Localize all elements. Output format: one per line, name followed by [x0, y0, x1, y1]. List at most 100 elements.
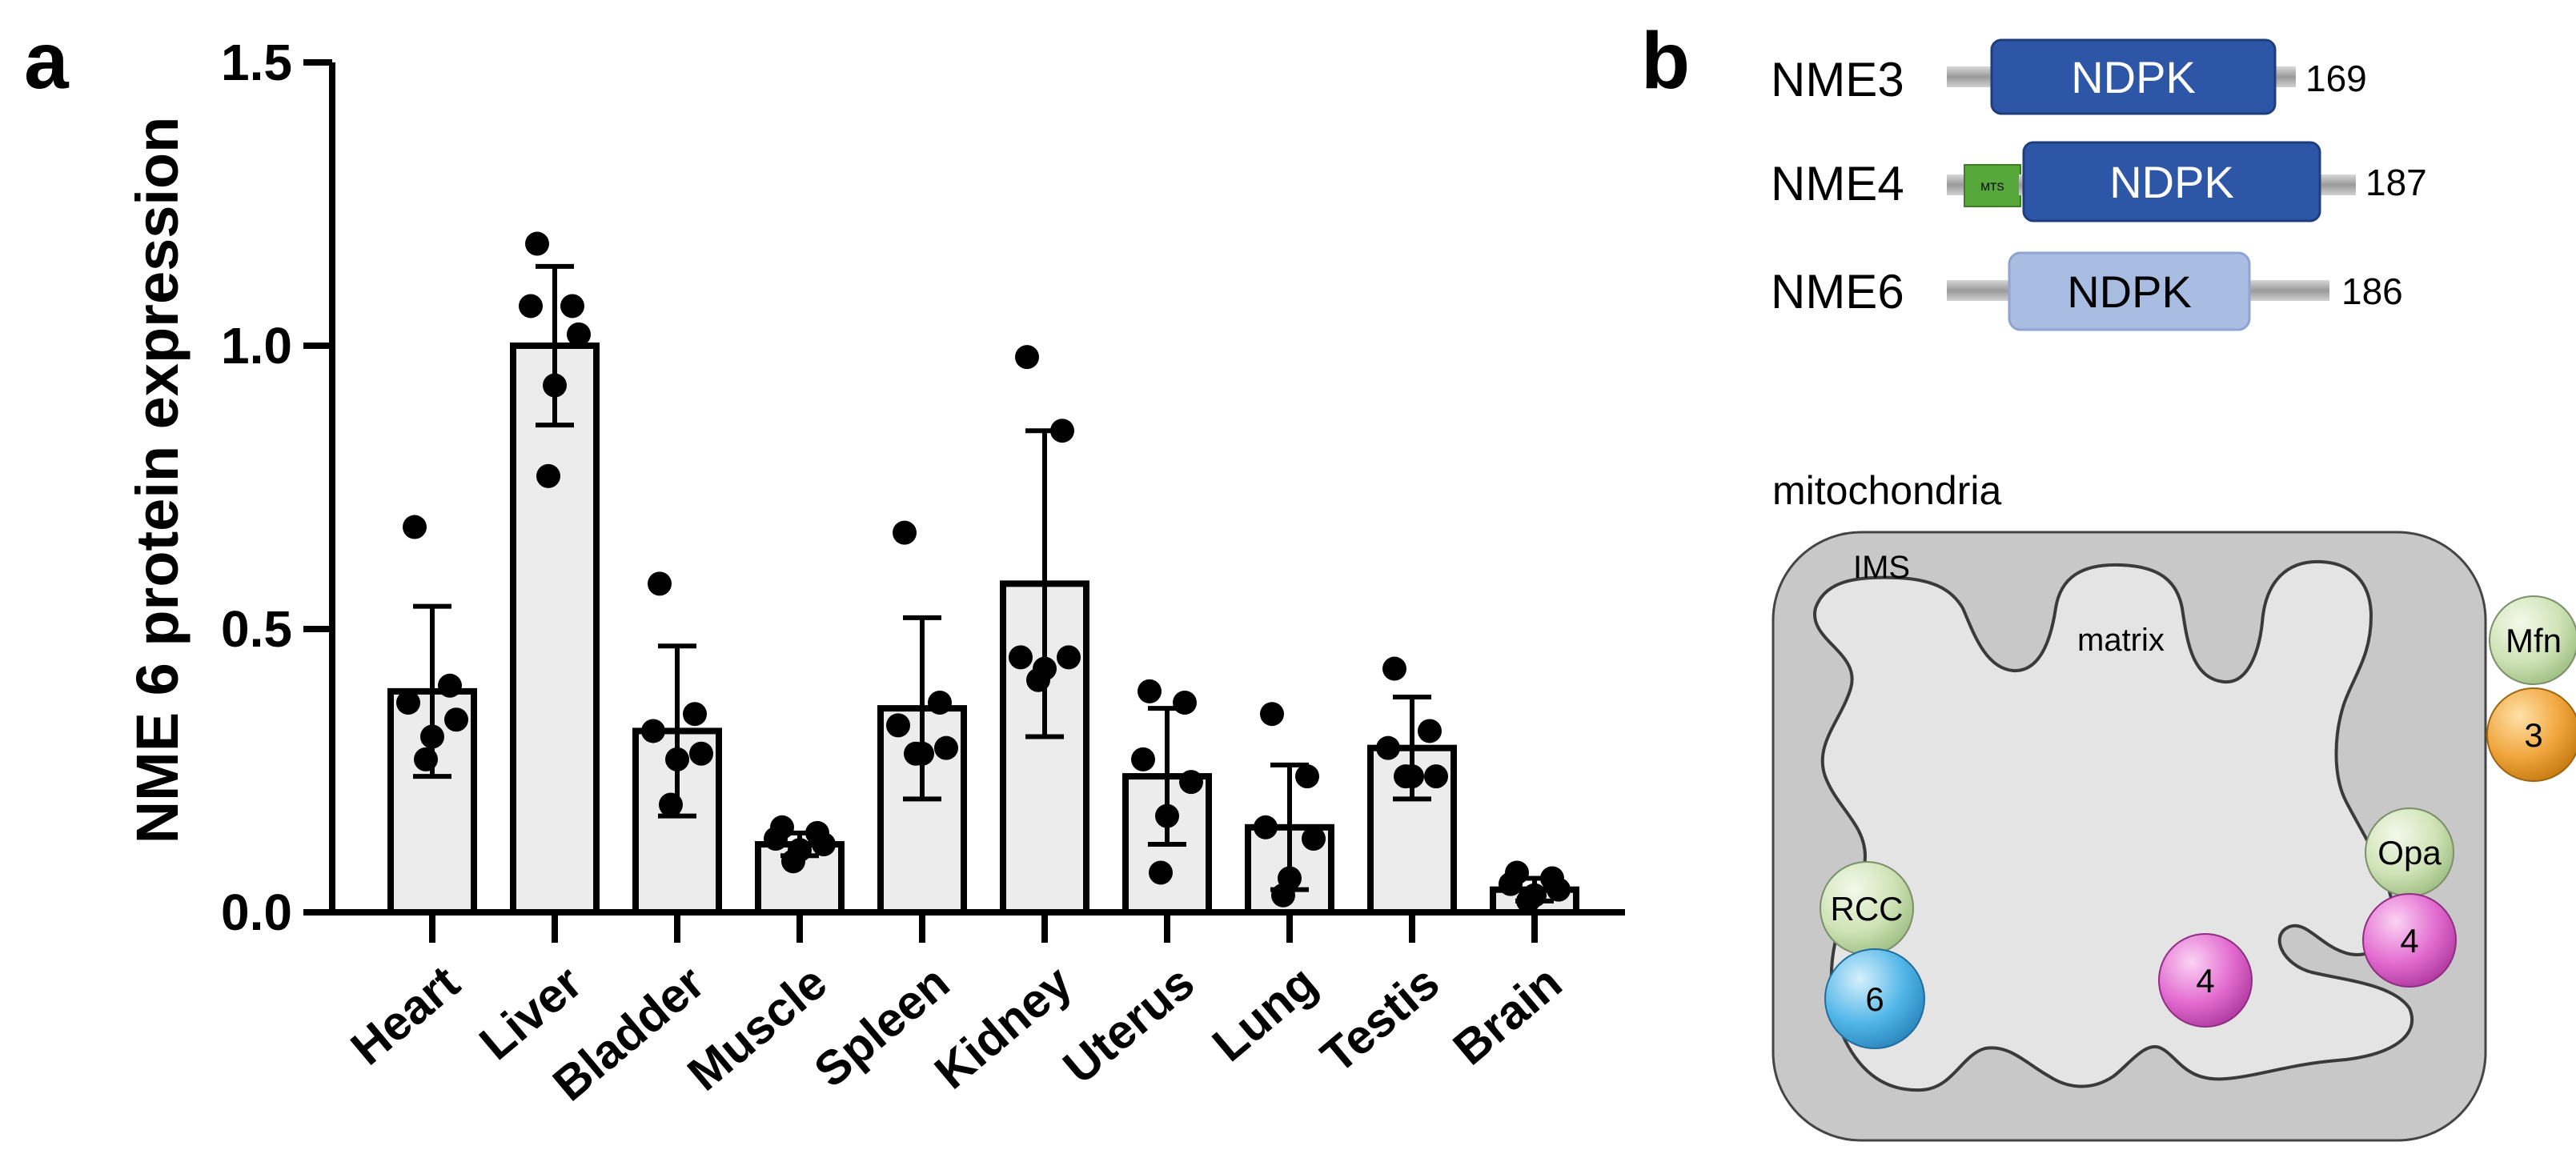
data-point	[1138, 679, 1162, 703]
data-point	[1254, 815, 1278, 839]
x-tick-label: Testis	[1311, 956, 1450, 1084]
data-point	[1424, 764, 1448, 789]
data-point	[525, 231, 549, 256]
data-point	[1050, 419, 1074, 443]
x-tick-label: Spleen	[804, 956, 960, 1098]
y-tick-label: 0.0	[221, 884, 292, 941]
linker-c	[2248, 280, 2329, 301]
linker-c	[2317, 174, 2356, 195]
protein-length: 169	[2305, 58, 2367, 99]
data-point	[543, 373, 567, 398]
nme6-protein	[1824, 948, 1925, 1049]
bar-liver	[510, 343, 600, 916]
y-axis-title: NME 6 protein expression	[124, 117, 191, 844]
mfn-label: Mfn	[2506, 622, 2562, 659]
protein-name: NME4	[1771, 157, 1904, 210]
x-axis-ticks: Heart LiverBladderMuscleSpleenKidneyUteru…	[341, 912, 1571, 1112]
data-point	[396, 691, 420, 715]
data-point	[781, 849, 805, 874]
panel-a-label: a	[24, 16, 70, 106]
data-point	[444, 707, 468, 732]
data-point	[934, 735, 958, 760]
mfn-protein	[2489, 595, 2576, 685]
data-point	[1149, 860, 1173, 885]
protein-name: NME3	[1771, 53, 1904, 106]
data-point	[1009, 645, 1033, 670]
data-point	[519, 294, 543, 319]
x-tick-label: Kidney	[925, 955, 1082, 1099]
domain-label: NDPK	[2067, 266, 2192, 317]
data-point	[1015, 345, 1039, 370]
data-point	[1302, 826, 1326, 851]
data-point	[886, 713, 910, 738]
y-tick-label: 1.5	[221, 34, 292, 91]
protein-row-nme6: NME6 NDPK 186	[1771, 251, 2403, 331]
data-point	[1499, 872, 1523, 896]
data-point	[659, 792, 683, 817]
linker-c	[2273, 66, 2296, 87]
data-point	[1155, 803, 1179, 828]
data-point	[648, 571, 672, 596]
protein-length: 186	[2341, 270, 2403, 312]
data-point	[689, 741, 713, 766]
x-tick-label: Muscle	[677, 956, 837, 1101]
x-tick-label: Uterus	[1053, 956, 1205, 1094]
data-point	[420, 724, 444, 749]
matrix-label: matrix	[2077, 623, 2165, 658]
data-point	[536, 463, 560, 488]
protein-length: 187	[2365, 162, 2427, 203]
bars	[387, 343, 1579, 916]
data-point	[665, 747, 689, 771]
bar-kidney	[1000, 580, 1089, 916]
data-point	[1131, 747, 1155, 771]
data-point	[683, 702, 707, 727]
x-tick-label: Lung	[1202, 956, 1326, 1072]
nme3-label: 3	[2524, 716, 2542, 754]
protein-name: NME6	[1771, 265, 1904, 319]
mitochondrion-diagram: IMS matrix Mfn 3 Opa 4 4 RCC 6	[1772, 531, 2576, 1142]
data-point	[893, 520, 917, 545]
data-point	[904, 741, 928, 766]
nme3-protein	[2486, 687, 2576, 782]
data-point	[1173, 691, 1197, 715]
data-point	[1382, 656, 1406, 681]
linker-n	[1947, 280, 2011, 301]
domain-label: NDPK	[2109, 157, 2234, 207]
nme4-matrix-label: 4	[2196, 962, 2214, 1000]
y-tick-label: 1.0	[221, 317, 292, 375]
data-point	[641, 719, 665, 743]
domain-label: NDPK	[2071, 52, 2196, 102]
linker-mid	[2019, 174, 2025, 195]
x-tick-label: Heart	[341, 956, 470, 1076]
ndpk-domain	[2008, 251, 2251, 331]
nme4-membrane-label: 4	[2400, 922, 2418, 960]
data-point	[1547, 877, 1571, 902]
nme4-membrane-protein	[2362, 893, 2457, 988]
data-point	[1376, 735, 1400, 760]
opa-label: Opa	[2377, 834, 2442, 872]
protein-row-nme4: NME4 MTS NDPK 187	[1771, 141, 2427, 222]
data-point	[1026, 667, 1050, 692]
data-points	[396, 231, 1571, 913]
ims-label: IMS	[1853, 550, 1910, 585]
data-point	[1295, 764, 1319, 789]
linker-n	[1947, 174, 1964, 195]
data-point	[1057, 645, 1081, 670]
data-point	[560, 294, 584, 319]
data-point	[1418, 719, 1442, 743]
data-point	[812, 832, 836, 857]
data-point	[764, 826, 788, 851]
nme4-matrix-protein	[2158, 933, 2253, 1028]
data-point	[1260, 702, 1284, 727]
rcc-label: RCC	[1831, 890, 1904, 928]
data-point	[567, 322, 591, 347]
data-point	[403, 515, 427, 539]
data-point	[1394, 764, 1418, 789]
data-point	[1179, 770, 1203, 795]
data-point	[1516, 888, 1540, 913]
protein-row-nme3: NME3 NDPK 169	[1771, 38, 2367, 115]
mts-label: MTS	[1980, 180, 2004, 193]
data-point	[928, 691, 952, 715]
ndpk-domain	[2022, 141, 2321, 222]
panel-b-label: b	[1641, 16, 1690, 106]
